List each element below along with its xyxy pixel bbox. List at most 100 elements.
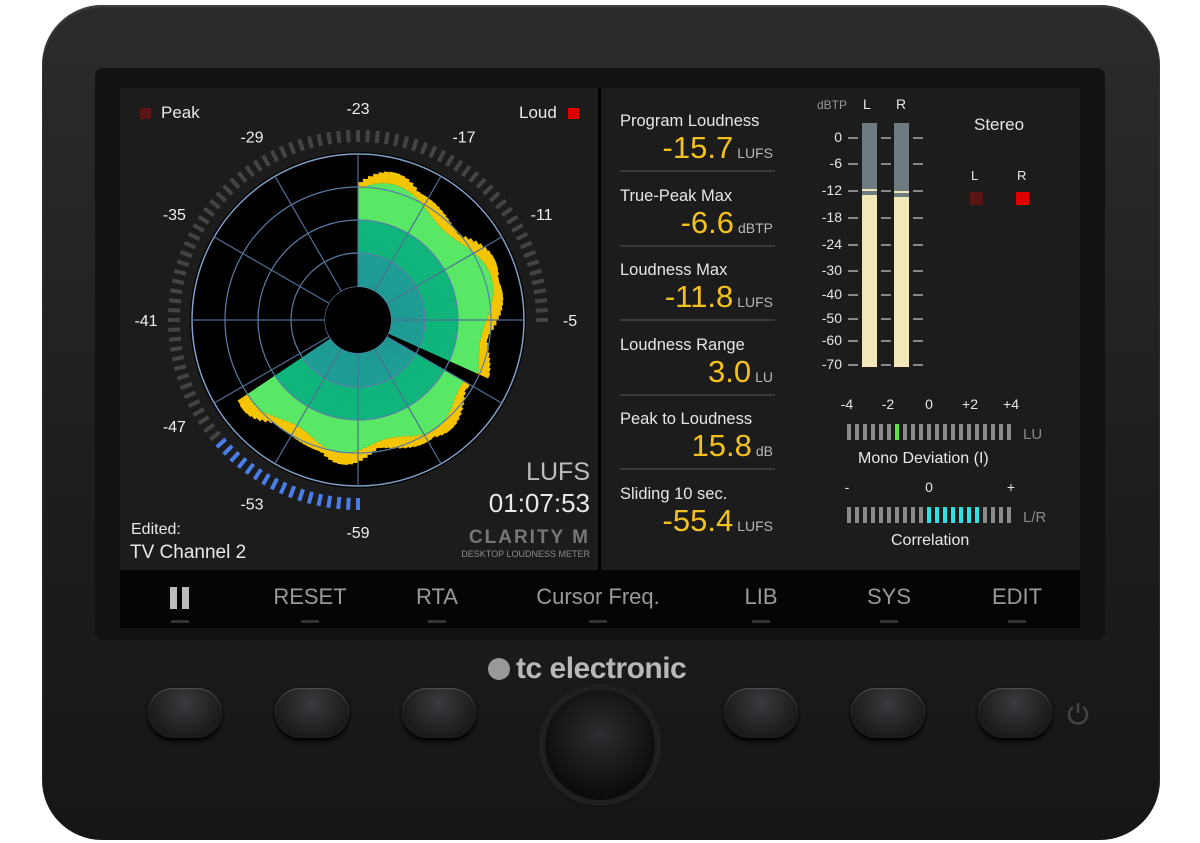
edited-label: Edited:: [131, 521, 181, 538]
softkey-cursor-freq[interactable]: Cursor Freq.: [536, 584, 660, 609]
radar-inner-segment: [308, 341, 335, 367]
correlation-unit: L/R: [1023, 509, 1047, 526]
radar-inner-segment: [388, 331, 421, 346]
radar-inner-segment: [360, 352, 366, 387]
meter-tick: [913, 318, 923, 320]
scale-tick: [297, 138, 305, 152]
scale-tick: [488, 191, 501, 203]
scale-tick: [209, 430, 221, 442]
radar-inner-segment: [360, 253, 366, 288]
scale-tick: [168, 298, 182, 304]
softkey-sys[interactable]: SYS: [866, 584, 912, 609]
radar-peak-segment: [488, 310, 501, 316]
meter-tick: [913, 163, 923, 165]
radar-peak-segment: [283, 421, 294, 433]
scale-tick: [192, 407, 205, 417]
radar-mid-segment: [360, 386, 365, 420]
reading-label: Program Loudness: [620, 112, 760, 130]
radar-mid-segment: [369, 221, 380, 255]
radar-peak-segment: [439, 422, 451, 434]
softkey-button-1[interactable]: [148, 688, 222, 738]
scale-label: -11: [531, 207, 553, 224]
radar-inner-segment: [341, 351, 352, 386]
scale-tick: [244, 462, 255, 475]
softkey-indicator: [589, 620, 607, 623]
radar-inner-segment: [385, 336, 417, 356]
meter-tick: [881, 364, 891, 366]
radar-peak-segment: [347, 452, 354, 465]
scale-tick: [316, 133, 323, 147]
radar-outer-segment: [271, 394, 294, 419]
meter-segment: [935, 424, 939, 440]
radar-inner-segment: [382, 341, 410, 366]
radar-mid-segment: [364, 386, 372, 420]
reading-label: True-Peak Max: [620, 186, 733, 205]
scale-tick: [336, 496, 342, 510]
radar-peak-segment: [246, 405, 259, 418]
radar-outer-segment: [451, 272, 492, 290]
radar-outer-segment: [317, 414, 331, 445]
meter-scale-label: -50: [821, 310, 842, 326]
channel-mode[interactable]: Stereo: [974, 115, 1025, 134]
radar-inner-segment: [337, 351, 349, 385]
radar-outer-segment: [398, 409, 415, 438]
radar-inner-segment: [380, 270, 405, 297]
radar-outer-segment: [329, 417, 341, 452]
radar-outer-segment: [280, 398, 300, 421]
mono-unit: LU: [1023, 426, 1043, 443]
radar-inner-segment: [384, 338, 414, 360]
softkey-edit[interactable]: EDIT: [991, 584, 1043, 609]
radar-outer-segment: [407, 404, 429, 435]
softkey-button-3[interactable]: [402, 688, 476, 738]
softkey-button-2[interactable]: [275, 688, 349, 738]
radar-peak-segment: [480, 337, 488, 344]
preset-name[interactable]: TV Channel 2: [130, 542, 247, 563]
radar-mid-segment: [296, 372, 319, 401]
loudness-radar: -59 -53 -47 -41 -35 -29 -23 -17 -11 -5: [134, 101, 577, 542]
scale-tick: [261, 473, 271, 486]
softkey-lib[interactable]: LIB: [744, 584, 778, 609]
pause-icon[interactable]: [170, 587, 189, 614]
meter-segment: [991, 507, 995, 523]
radar-inner-segment: [379, 268, 404, 296]
softkey-reset[interactable]: RESET: [273, 584, 347, 609]
power-icon[interactable]: [1064, 700, 1092, 728]
scale-tick: [346, 130, 351, 143]
softkey-rta[interactable]: RTA: [416, 584, 458, 609]
meter-segment: [871, 507, 875, 523]
meter-segment: [855, 424, 859, 440]
softkey-button-7[interactable]: [978, 688, 1052, 738]
softkey-button-6[interactable]: [851, 688, 925, 738]
radar-peak-segment: [481, 333, 489, 339]
softkey-indicator: [428, 620, 446, 623]
radar-outer-segment: [429, 386, 454, 410]
radar-peak-segment: [487, 315, 499, 321]
scale-tick: [306, 491, 314, 505]
rotary-knob[interactable]: [545, 690, 655, 800]
reading-number: 3.0: [707, 353, 752, 389]
meter-segment: [919, 507, 923, 523]
radar-inner-segment: [373, 348, 392, 380]
radar-peak-segment: [442, 418, 455, 431]
radar-inner-segment: [378, 345, 402, 373]
radar-inner-segment: [383, 340, 411, 364]
meter-segment: [967, 424, 971, 440]
reading-value: -11.8 LUFS: [665, 279, 773, 315]
scale-tick: [393, 133, 400, 147]
softkey-button-5[interactable]: [724, 688, 798, 738]
radar-peak-segment: [451, 231, 460, 240]
radar-peak-segment: [391, 172, 401, 186]
radar-mid-segment: [420, 342, 452, 358]
radar-mid-segment: [301, 375, 323, 405]
radar-outer-segment: [456, 333, 481, 342]
radar-peak-segment: [261, 413, 272, 423]
radar-mid-segment: [365, 220, 373, 254]
scale-tick: [222, 184, 234, 196]
scale-tick: [229, 450, 241, 463]
scale-tick: [531, 278, 545, 285]
radar-outer-segment: [451, 350, 480, 365]
reading-label: Peak to Loudness: [620, 410, 753, 428]
scale-label: +4: [1003, 396, 1019, 412]
radar-mid-segment: [310, 379, 329, 410]
radar-outer-segment: [267, 391, 292, 417]
